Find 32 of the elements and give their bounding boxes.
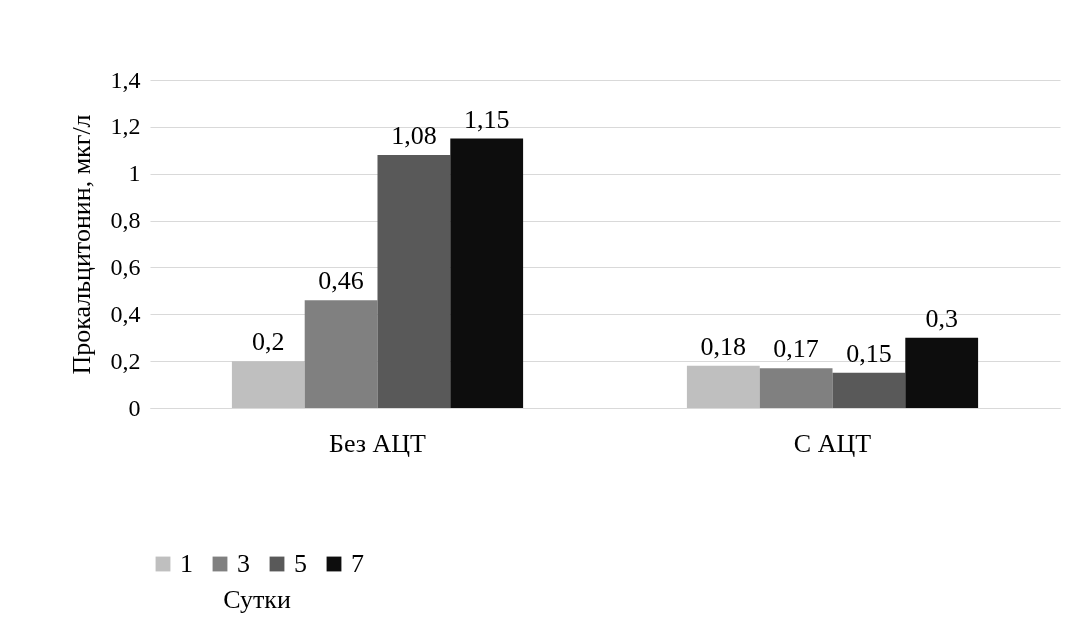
bar [905,337,979,408]
data-label: 0,3 [925,303,958,333]
y-tick-label: 0,6 [110,253,141,280]
data-label: 1,08 [391,120,437,150]
y-axis-title: Прокальцитонин, мкг/л [66,114,96,375]
y-tick-label: 1,2 [110,113,141,140]
bar [759,368,833,408]
x-tick-label: С АЦТ [793,428,872,458]
y-tick-label: 1 [128,160,141,187]
y-tick-label: 0 [128,394,141,421]
bar [686,365,760,408]
y-tick-label: 1,4 [110,66,141,93]
data-label: 0,2 [252,327,285,357]
data-label: 0,18 [700,331,747,361]
y-tick-label: 0,4 [110,300,141,327]
y-tick-label: 0,8 [110,207,141,234]
bar [450,138,524,408]
x-tick-label: Без АЦТ [329,428,427,458]
legend-label: 3 [237,549,250,578]
bar [832,372,906,408]
legend-label: 1 [180,549,193,578]
legend-label: 7 [351,549,364,578]
y-tick-label: 0,2 [110,347,141,374]
data-label: 0,46 [318,266,364,296]
bar [231,361,305,408]
bar [304,300,378,408]
legend-label: 5 [294,549,307,578]
data-label: 1,15 [463,104,510,134]
bar [377,154,451,408]
data-label: 0,15 [846,338,892,368]
data-label: 0,17 [773,334,819,364]
legend-title: Сутки [223,585,291,614]
